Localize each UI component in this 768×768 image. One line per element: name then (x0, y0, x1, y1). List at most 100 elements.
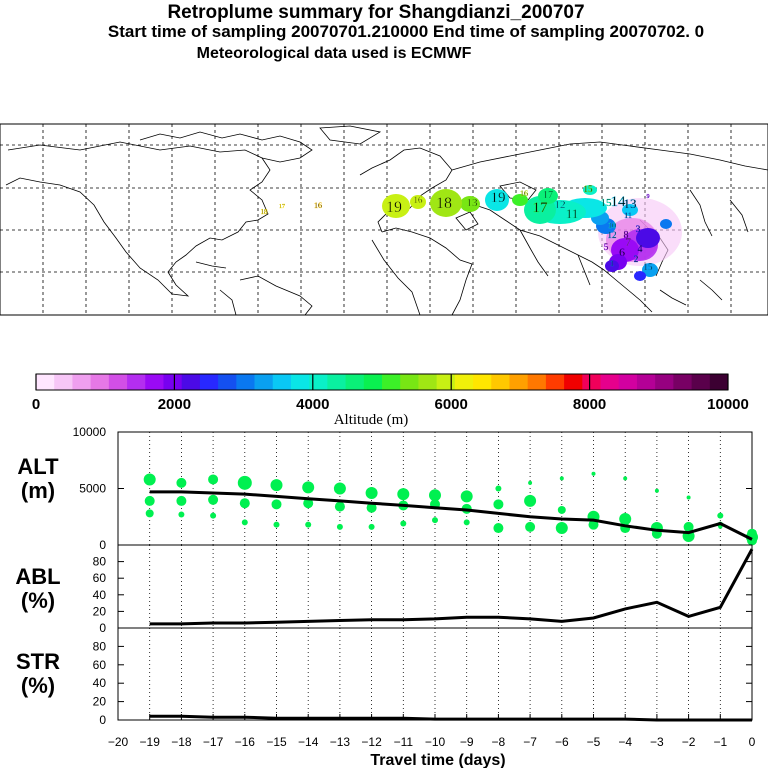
altitude-point (176, 477, 187, 488)
x-tick-label: −8 (492, 735, 506, 749)
altitude-point (463, 519, 470, 526)
x-tick-label: −14 (298, 735, 319, 749)
altitude-point (365, 487, 378, 500)
colorbar-cell (636, 374, 656, 390)
plume-day-label: 11 (624, 211, 632, 220)
colorbar-cell (218, 374, 237, 390)
colorbar-cell (600, 374, 620, 390)
altitude-point (336, 523, 343, 530)
plume-day-label: 15 (584, 184, 594, 194)
colorbar-tick-label: 2000 (158, 396, 191, 413)
abl-panel-label: ABL (%) (6, 565, 70, 613)
altitude-point (303, 498, 314, 509)
chart-title: Retroplume summary for Shangdianzi_20070… (167, 2, 585, 23)
plume-day-label: 13 (467, 197, 479, 209)
altitude-point (273, 521, 280, 528)
altitude-point (623, 476, 628, 481)
x-axis: −20 −19 −18 −17 −16 −15 −14 −13 −12 −11 −10 −9 −8 −7−… (108, 714, 756, 768)
altitude-point (524, 494, 537, 507)
x-tick-label: −17 (203, 735, 224, 749)
colorbar-cell (108, 374, 128, 390)
plume-blob (634, 271, 646, 281)
colorbar-label: Altitude (m) (334, 412, 409, 428)
colorbar-cell (491, 374, 510, 390)
plume-day-label: 2 (634, 254, 639, 264)
plume-day-label: 13 (624, 196, 637, 211)
altitude-point (368, 523, 375, 530)
panel-alt: 0 5000 10000 (73, 425, 758, 552)
colorbar-cell (436, 374, 456, 390)
colorbar-cell (36, 374, 55, 390)
plume-day-label: 10 (608, 221, 616, 230)
altitude-point (717, 512, 724, 519)
altitude-point (683, 521, 694, 532)
str-panel-label: STR (%) (6, 650, 70, 698)
colorbar-cell (400, 374, 419, 390)
plume-blob (583, 185, 597, 195)
colorbar-cell (618, 374, 638, 390)
y-tick-label: 80 (93, 639, 107, 653)
colorbar-tick-label: 8000 (573, 396, 606, 413)
plume-day-label: 11 (566, 206, 579, 221)
colorbar-cell (582, 374, 601, 390)
x-tick-label: −11 (394, 735, 414, 749)
y-tick-label: 40 (93, 588, 107, 602)
x-tick-label: 0 (749, 735, 756, 749)
plume-day-label: 17 (543, 190, 553, 201)
colorbar-cell (90, 374, 110, 390)
str-label-top: STR (16, 649, 60, 674)
plume-day-label: 7 (625, 235, 631, 249)
plume-blob (622, 204, 638, 216)
abl-label-top: ABL (15, 564, 61, 589)
plume-blob (605, 260, 619, 272)
plume-blob (485, 189, 509, 211)
colorbar-cell (363, 374, 383, 390)
colorbar-cell (564, 374, 583, 390)
altitude-point (591, 471, 596, 476)
altitude-point (208, 474, 219, 485)
x-tick-label: −2 (682, 735, 696, 749)
altitude-point (400, 520, 407, 527)
y-tick-label: 0 (99, 538, 106, 552)
plume-blob (642, 263, 658, 277)
x-tick-label: −5 (587, 735, 601, 749)
x-tick-label: −20 (108, 735, 129, 749)
x-tick-label: −13 (330, 735, 351, 749)
altitude-point (555, 522, 568, 535)
colorbar-tick-label: 10000 (707, 396, 749, 413)
colorbar-cell (145, 374, 164, 390)
colorbar-cell (545, 374, 565, 390)
colorbar-cell (309, 374, 328, 390)
altitude-point (176, 495, 187, 506)
colorbar-cell (181, 374, 201, 390)
altitude-point (178, 511, 185, 518)
altitude-point (145, 509, 154, 518)
sampling-time-subtitle: Start time of sampling 20070701.210000 E… (107, 22, 705, 41)
panel-frame (117, 627, 753, 721)
altitude-point (333, 482, 346, 495)
altitude-point (239, 498, 250, 509)
colorbar-cell (382, 374, 401, 390)
plume-day-label: 18 (436, 195, 452, 212)
altitude-point (493, 523, 504, 534)
colorbar-cell (655, 374, 674, 390)
colorbar-tick-label: 4000 (296, 396, 329, 413)
altitude-point (270, 479, 283, 492)
plume-blob (410, 195, 426, 209)
x-tick-label: −4 (618, 735, 632, 749)
x-tick-label: −3 (650, 735, 664, 749)
colorbar-cell (527, 374, 547, 390)
colorbar-cell (345, 374, 365, 390)
plume-day-label: 1 (610, 259, 614, 268)
plume-day-label: 17 (279, 204, 285, 210)
altitude-point (588, 519, 599, 530)
plume-blob (538, 188, 558, 204)
plume-day-label: 6 (619, 245, 625, 259)
colorbar-tick-label: 0 (32, 396, 40, 413)
altitude-point (559, 476, 564, 481)
colorbar-cell (254, 374, 274, 390)
colorbar-cell (454, 374, 474, 390)
plume-day-label: 16 (414, 195, 424, 205)
x-tick-label: −19 (140, 735, 161, 749)
